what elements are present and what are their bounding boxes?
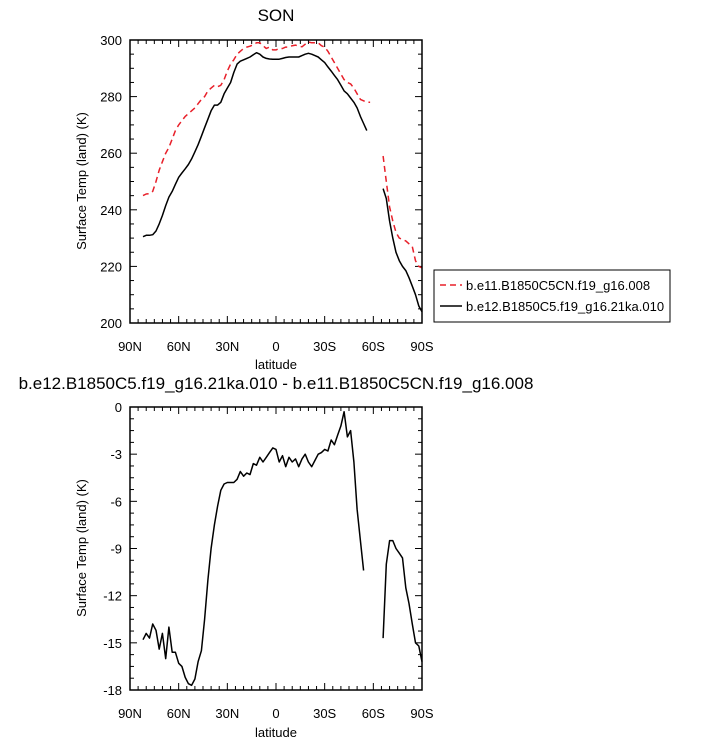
series-line-2	[382, 188, 423, 313]
plot-lines	[142, 410, 423, 687]
series-line-1	[382, 539, 423, 662]
x-tick-label: 60S	[362, 706, 385, 721]
x-tick-label: 30S	[313, 339, 336, 354]
x-tick-label: 30N	[215, 706, 239, 721]
y-tick-label: -18	[103, 683, 122, 698]
y-tick-label: 260	[100, 146, 122, 161]
chart-top: SON 90N 60N 30N 0 30S 60S 90S 200 220 240 260 280 30…	[74, 6, 671, 372]
legend: b.e11.B1850C5CN.f19_g16.008 b.e12.B1850C…	[433, 269, 671, 323]
y-tick-label: -9	[110, 542, 122, 557]
x-tick-label: 0	[272, 339, 279, 354]
legend-box	[433, 269, 671, 323]
chart-title: b.e12.B1850C5.f19_g16.21ka.010 - b.e11.B…	[19, 374, 534, 393]
x-tick-label: 60S	[362, 339, 385, 354]
y-tick-label: 220	[100, 259, 122, 274]
x-tick-label: 60N	[167, 339, 191, 354]
x-tick-label: 90S	[410, 706, 433, 721]
y-tick-label: -12	[103, 589, 122, 604]
y-tick-label: 300	[100, 33, 122, 48]
x-tick-label: 30S	[313, 706, 336, 721]
x-axis-label: latitude	[255, 725, 297, 740]
y-tick-label: -6	[110, 494, 122, 509]
x-tick-label: 90N	[118, 706, 142, 721]
y-axis-label: Surface Temp (land) (K)	[74, 479, 89, 617]
plot-frame	[129, 406, 423, 691]
plot-lines	[142, 41, 423, 313]
y-axis-label: Surface Temp (land) (K)	[74, 112, 89, 250]
series-line-1	[382, 155, 423, 269]
series-line-2	[142, 51, 368, 238]
y-tick-label: 200	[100, 316, 122, 331]
chart-bottom: b.e12.B1850C5.f19_g16.21ka.010 - b.e11.B…	[19, 374, 534, 740]
x-tick-label: 90N	[118, 339, 142, 354]
legend-label-series-1: b.e11.B1850C5CN.f19_g16.008	[466, 278, 650, 293]
legend-label-series-2: b.e12.B1850C5.f19_g16.21ka.010	[466, 299, 664, 314]
x-tick-label: 90S	[410, 339, 433, 354]
y-tick-label: 280	[100, 90, 122, 105]
y-tick-label: 240	[100, 203, 122, 218]
axis-ticks: 90N 60N 30N 0 30S 60S 90S 0 -3 -6 -9 -12 -15 -18	[103, 400, 434, 721]
series-line-1	[142, 41, 371, 197]
series-line-1	[142, 410, 365, 687]
x-tick-label: 30N	[215, 339, 239, 354]
chart-title: SON	[258, 6, 295, 25]
y-tick-label: -15	[103, 636, 122, 651]
x-tick-label: 0	[272, 706, 279, 721]
y-tick-label: 0	[115, 400, 122, 415]
axis-ticks: 90N 60N 30N 0 30S 60S 90S 200 220 240 260 280 300	[100, 33, 434, 354]
plot-frame	[129, 39, 423, 324]
y-tick-label: -3	[110, 447, 122, 462]
x-axis-label: latitude	[255, 357, 297, 372]
x-tick-label: 60N	[167, 706, 191, 721]
